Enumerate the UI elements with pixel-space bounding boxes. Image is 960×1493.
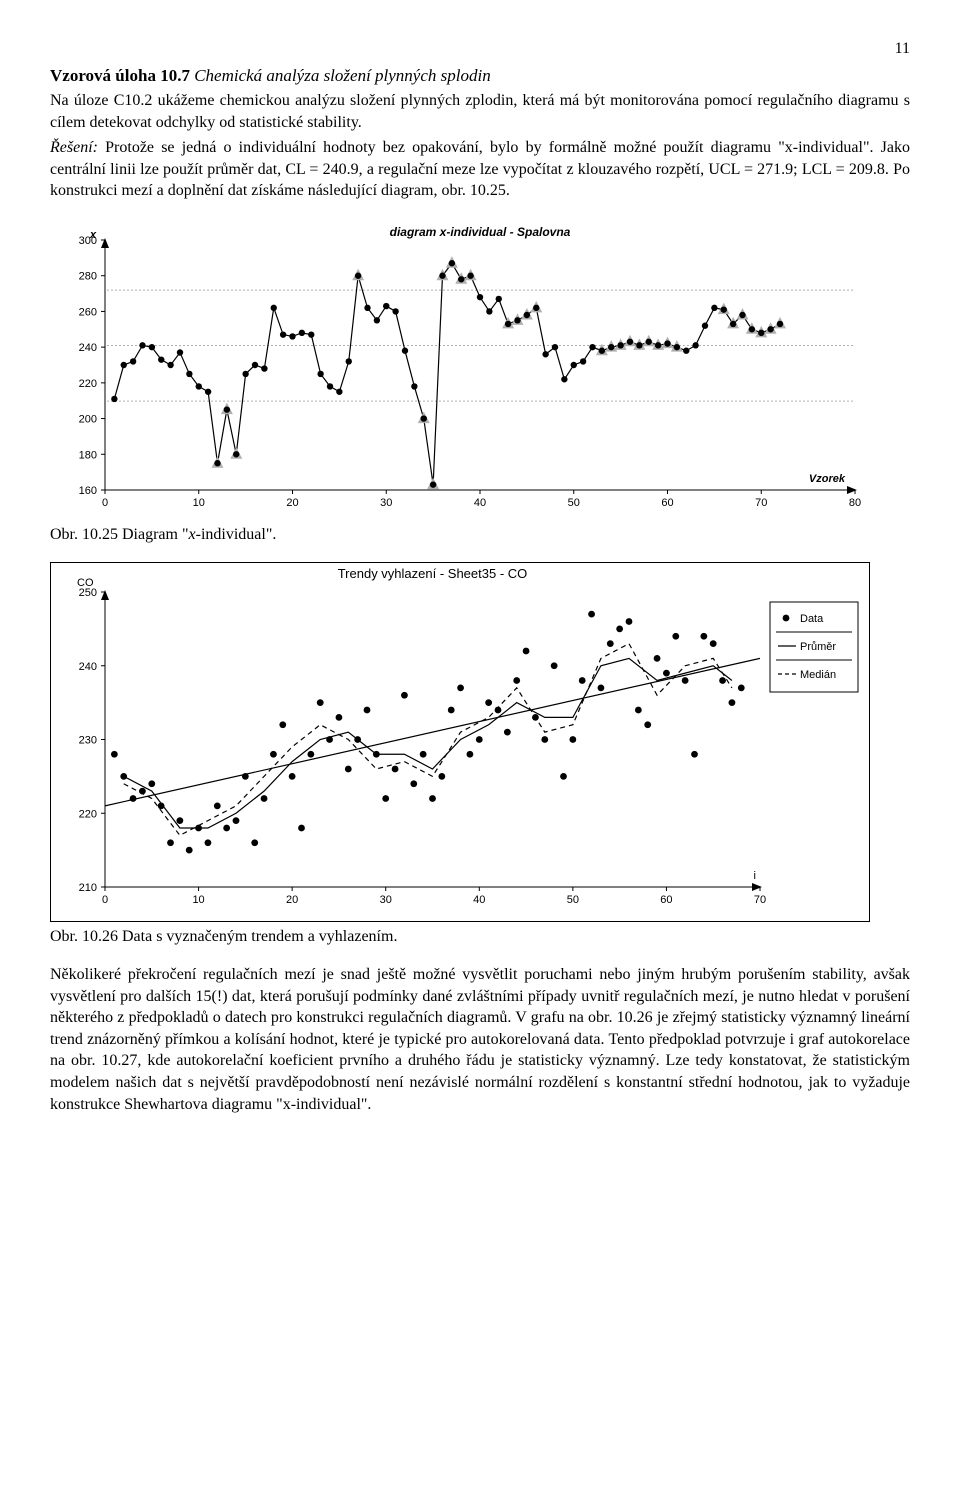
svg-text:240: 240 bbox=[79, 661, 97, 673]
svg-text:60: 60 bbox=[660, 894, 672, 906]
svg-text:60: 60 bbox=[661, 497, 673, 509]
svg-text:30: 30 bbox=[380, 497, 392, 509]
svg-text:10: 10 bbox=[192, 894, 204, 906]
svg-text:x: x bbox=[89, 229, 97, 241]
title-prefix: Vzorová úloha 10.7 bbox=[50, 66, 190, 85]
chart-1-wrap: 1601802002202402602803000102030405060708… bbox=[50, 220, 910, 520]
svg-text:80: 80 bbox=[849, 497, 861, 509]
svg-text:20: 20 bbox=[286, 497, 298, 509]
paragraph-solution: Řešení: Protože se jedná o individuální … bbox=[50, 137, 910, 202]
svg-text:50: 50 bbox=[568, 497, 580, 509]
figure-caption-1: Obr. 10.25 Diagram "x-individual". bbox=[50, 526, 910, 544]
paragraph-1: Na úloze C10.2 ukážeme chemickou analýzu… bbox=[50, 90, 910, 133]
svg-text:200: 200 bbox=[79, 414, 97, 426]
svg-text:Průměr: Průměr bbox=[800, 641, 836, 653]
svg-text:10: 10 bbox=[193, 497, 205, 509]
svg-text:220: 220 bbox=[79, 378, 97, 390]
svg-text:Trendy vyhlazení - Sheet35 - C: Trendy vyhlazení - Sheet35 - CO bbox=[338, 566, 528, 581]
svg-text:30: 30 bbox=[380, 894, 392, 906]
svg-text:0: 0 bbox=[102, 894, 108, 906]
svg-text:70: 70 bbox=[755, 497, 767, 509]
trend-chart: 210220230240250010203040506070Trendy vyh… bbox=[50, 562, 870, 922]
svg-text:0: 0 bbox=[102, 497, 108, 509]
svg-text:40: 40 bbox=[473, 894, 485, 906]
page-number: 11 bbox=[50, 40, 910, 58]
svg-text:240: 240 bbox=[79, 342, 97, 354]
svg-text:diagram x-individual - Spalovn: diagram x-individual - Spalovna bbox=[390, 225, 571, 239]
chart-2-wrap: 210220230240250010203040506070Trendy vyh… bbox=[50, 562, 910, 922]
cap1-italic: x bbox=[189, 526, 196, 543]
svg-text:Medián: Medián bbox=[800, 669, 836, 681]
svg-text:CO: CO bbox=[77, 577, 94, 589]
svg-text:40: 40 bbox=[474, 497, 486, 509]
control-chart: 1601802002202402602803000102030405060708… bbox=[50, 220, 870, 520]
task-title: Vzorová úloha 10.7 Chemická analýza slož… bbox=[50, 66, 910, 86]
svg-text:180: 180 bbox=[79, 449, 97, 461]
svg-text:70: 70 bbox=[754, 894, 766, 906]
svg-text:220: 220 bbox=[79, 808, 97, 820]
cap1-suffix: -individual". bbox=[196, 526, 277, 543]
figure-caption-2: Obr. 10.26 Data s vyznačeným trendem a v… bbox=[50, 928, 910, 946]
svg-text:210: 210 bbox=[79, 882, 97, 894]
title-rest: Chemická analýza složení plynných splodi… bbox=[194, 66, 491, 85]
svg-text:Data: Data bbox=[800, 613, 824, 625]
reseni-body: Protože se jedná o individuální hodnoty … bbox=[50, 139, 910, 199]
svg-text:280: 280 bbox=[79, 271, 97, 283]
svg-text:160: 160 bbox=[79, 485, 97, 497]
svg-text:260: 260 bbox=[79, 306, 97, 318]
svg-text:20: 20 bbox=[286, 894, 298, 906]
svg-text:i: i bbox=[754, 870, 756, 882]
svg-text:230: 230 bbox=[79, 734, 97, 746]
cap1-prefix: Obr. 10.25 Diagram " bbox=[50, 526, 189, 543]
svg-text:50: 50 bbox=[567, 894, 579, 906]
svg-text:Vzorek: Vzorek bbox=[809, 473, 846, 485]
paragraph-2: Několikeré překročení regulačních mezí j… bbox=[50, 964, 910, 1115]
reseni-label: Řešení: bbox=[50, 139, 98, 156]
